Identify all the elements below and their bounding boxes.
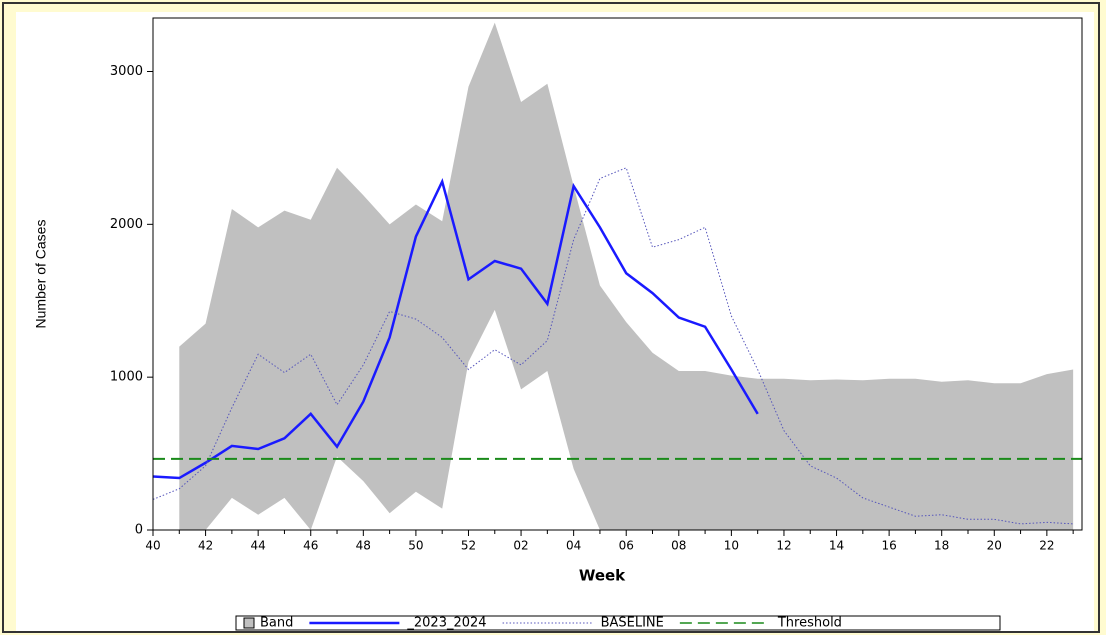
x-tick-label: 10 (724, 539, 739, 553)
x-tick-label: 02 (513, 539, 528, 553)
legend: Band _2023_2024 BASELINE Threshold (235, 615, 1001, 631)
legend-box (235, 615, 1001, 631)
x-tick-label: 12 (776, 539, 791, 553)
x-tick-label: 52 (461, 539, 476, 553)
legend-label: Threshold (777, 616, 842, 631)
legend-swatch (243, 617, 255, 629)
x-tick-label: 22 (1039, 539, 1054, 553)
x-tick-label: 04 (566, 539, 581, 553)
y-tick-label: 2000 (110, 217, 143, 232)
x-tick-label: 16 (881, 539, 896, 553)
legend-label: _2023_2024 (406, 616, 486, 631)
season-line (153, 177, 759, 480)
x-tick-label: 40 (145, 539, 160, 553)
x-axis-title: Week (579, 567, 626, 585)
legend-label: BASELINE (601, 616, 664, 631)
band-area (179, 22, 1074, 530)
x-tick-label: 50 (408, 539, 423, 553)
x-tick-label: 18 (934, 539, 949, 553)
x-tick-label: 48 (356, 539, 371, 553)
x-tick-label: 42 (198, 539, 213, 553)
x-tick-label: 20 (987, 539, 1002, 553)
baseline-line (153, 167, 1074, 525)
legend-label: Band (260, 616, 293, 631)
x-tick-label: 44 (251, 539, 266, 553)
x-tick-label: 46 (303, 539, 318, 553)
x-tick-label: 06 (619, 539, 634, 553)
x-tick-label: 08 (671, 539, 686, 553)
y-tick-label: 1000 (110, 370, 143, 385)
plot (153, 22, 1082, 530)
chart: Week Number of Cases 0 1000 2000 3000 40 42 44… (16, 12, 1094, 631)
plot-frame (152, 17, 1083, 531)
x-tick-label: 14 (829, 539, 844, 553)
y-tick-label: 0 (135, 523, 143, 538)
y-axis-title: Number of Cases (33, 220, 49, 329)
y-tick-label: 3000 (110, 64, 143, 79)
